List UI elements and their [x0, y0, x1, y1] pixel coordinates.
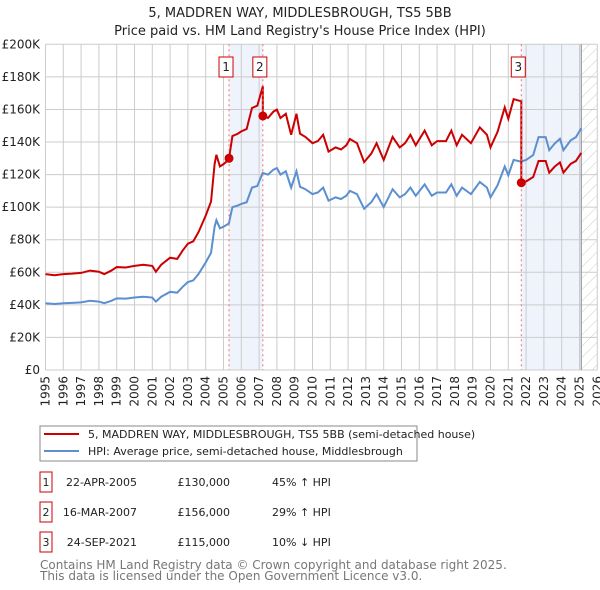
x-tick-label: 2016: [412, 376, 426, 407]
property-price-line: [45, 85, 583, 277]
footer-copyright: Contains HM Land Registry data © Crown c…: [40, 558, 507, 572]
sale-table-price: £130,000: [178, 476, 231, 489]
sale-1-label: 1: [222, 60, 230, 74]
y-tick-label: £180K: [2, 70, 42, 84]
x-tick-label: 2006: [234, 376, 248, 407]
x-tick-label: 2014: [377, 376, 391, 407]
x-tick-label: 2012: [341, 376, 355, 407]
sale-table-hpi-diff: 29% ↑ HPI: [272, 506, 331, 519]
sale-table-hpi-diff: 45% ↑ HPI: [272, 476, 331, 489]
sale-table-id: 2: [43, 506, 50, 519]
y-tick-label: £40K: [9, 298, 41, 312]
x-tick-label: 2015: [395, 376, 409, 407]
x-tick-label: 2004: [199, 376, 213, 407]
x-tick-label: 2022: [519, 376, 533, 407]
x-tick-label: 2024: [555, 376, 569, 407]
x-tick-label: 2017: [430, 376, 444, 407]
chart-title: 5, MADDREN WAY, MIDDLESBROUGH, TS5 5BB: [148, 6, 451, 21]
sale-2-point: [258, 111, 268, 121]
chart-subtitle: Price paid vs. HM Land Registry's House …: [114, 24, 486, 39]
sale-1-label-box: [218, 56, 234, 78]
sale-2-label-box: [252, 56, 268, 78]
y-tick-label: £60K: [9, 265, 41, 279]
sale-3-label: 3: [514, 60, 522, 74]
x-tick-label: 2007: [252, 376, 266, 407]
x-tick-label: 2002: [163, 376, 177, 407]
x-tick-label: 2003: [181, 376, 195, 407]
sale-2-label: 2: [256, 60, 264, 74]
x-tick-label: 1996: [56, 376, 70, 407]
x-tick-label: 2020: [484, 376, 498, 407]
x-tick-label: 2010: [306, 376, 320, 407]
x-tick-label: 2005: [217, 376, 231, 407]
y-tick-label: £140K: [2, 135, 42, 149]
sale-3-label-box: [510, 56, 526, 78]
x-tick-label: 2008: [270, 376, 284, 407]
sale-table-marker-box: [39, 501, 53, 523]
y-tick-label: £80K: [9, 233, 41, 247]
y-tick-label: £20K: [9, 330, 41, 344]
sale-table-date: 24-SEP-2021: [67, 536, 137, 549]
x-tick-label: 2019: [466, 376, 480, 407]
x-tick-label: 2001: [145, 376, 159, 407]
x-tick-label: 2023: [537, 376, 551, 407]
y-tick-label: £100K: [2, 200, 42, 214]
x-tick-label: 1998: [92, 376, 106, 407]
sale-3-point: [516, 178, 526, 188]
x-tick-label: 1999: [110, 376, 124, 407]
y-tick-label: £160K: [2, 102, 42, 116]
sale-1-point: [224, 153, 234, 163]
sale-table-id: 3: [43, 536, 50, 549]
x-tick-label: 2026: [590, 376, 600, 407]
y-tick-label: £200K: [2, 37, 42, 51]
x-tick-label: 2018: [448, 376, 462, 407]
sale-table-date: 16-MAR-2007: [63, 506, 137, 519]
sale-table-price: £156,000: [178, 506, 231, 519]
sale-table-date: 22-APR-2005: [66, 476, 137, 489]
x-tick-label: 2011: [323, 376, 337, 407]
sale-table-price: £115,000: [178, 536, 231, 549]
x-tick-label: 2009: [288, 376, 302, 407]
sale-table-hpi-diff: 10% ↓ HPI: [272, 536, 331, 549]
x-tick-label: 1997: [74, 376, 88, 407]
y-tick-label: £120K: [2, 168, 42, 182]
legend-hpi-label: HPI: Average price, semi-detached house,…: [88, 445, 403, 458]
sale-table-id: 1: [43, 476, 50, 489]
x-tick-label: 2025: [573, 376, 587, 407]
x-tick-label: 2021: [501, 376, 515, 407]
y-tick-label: £0: [25, 363, 40, 377]
x-tick-label: 2000: [128, 376, 142, 407]
footer-licence: This data is licensed under the Open Gov…: [40, 569, 423, 583]
sale-table-marker-box: [39, 471, 53, 493]
legend-property-label: 5, MADDREN WAY, MIDDLESBROUGH, TS5 5BB (…: [88, 428, 475, 441]
x-tick-label: 1995: [39, 376, 53, 407]
x-tick-label: 2013: [359, 376, 373, 407]
hpi-line: [45, 127, 583, 306]
sale-table-marker-box: [39, 531, 53, 553]
legend-box: [39, 425, 418, 462]
